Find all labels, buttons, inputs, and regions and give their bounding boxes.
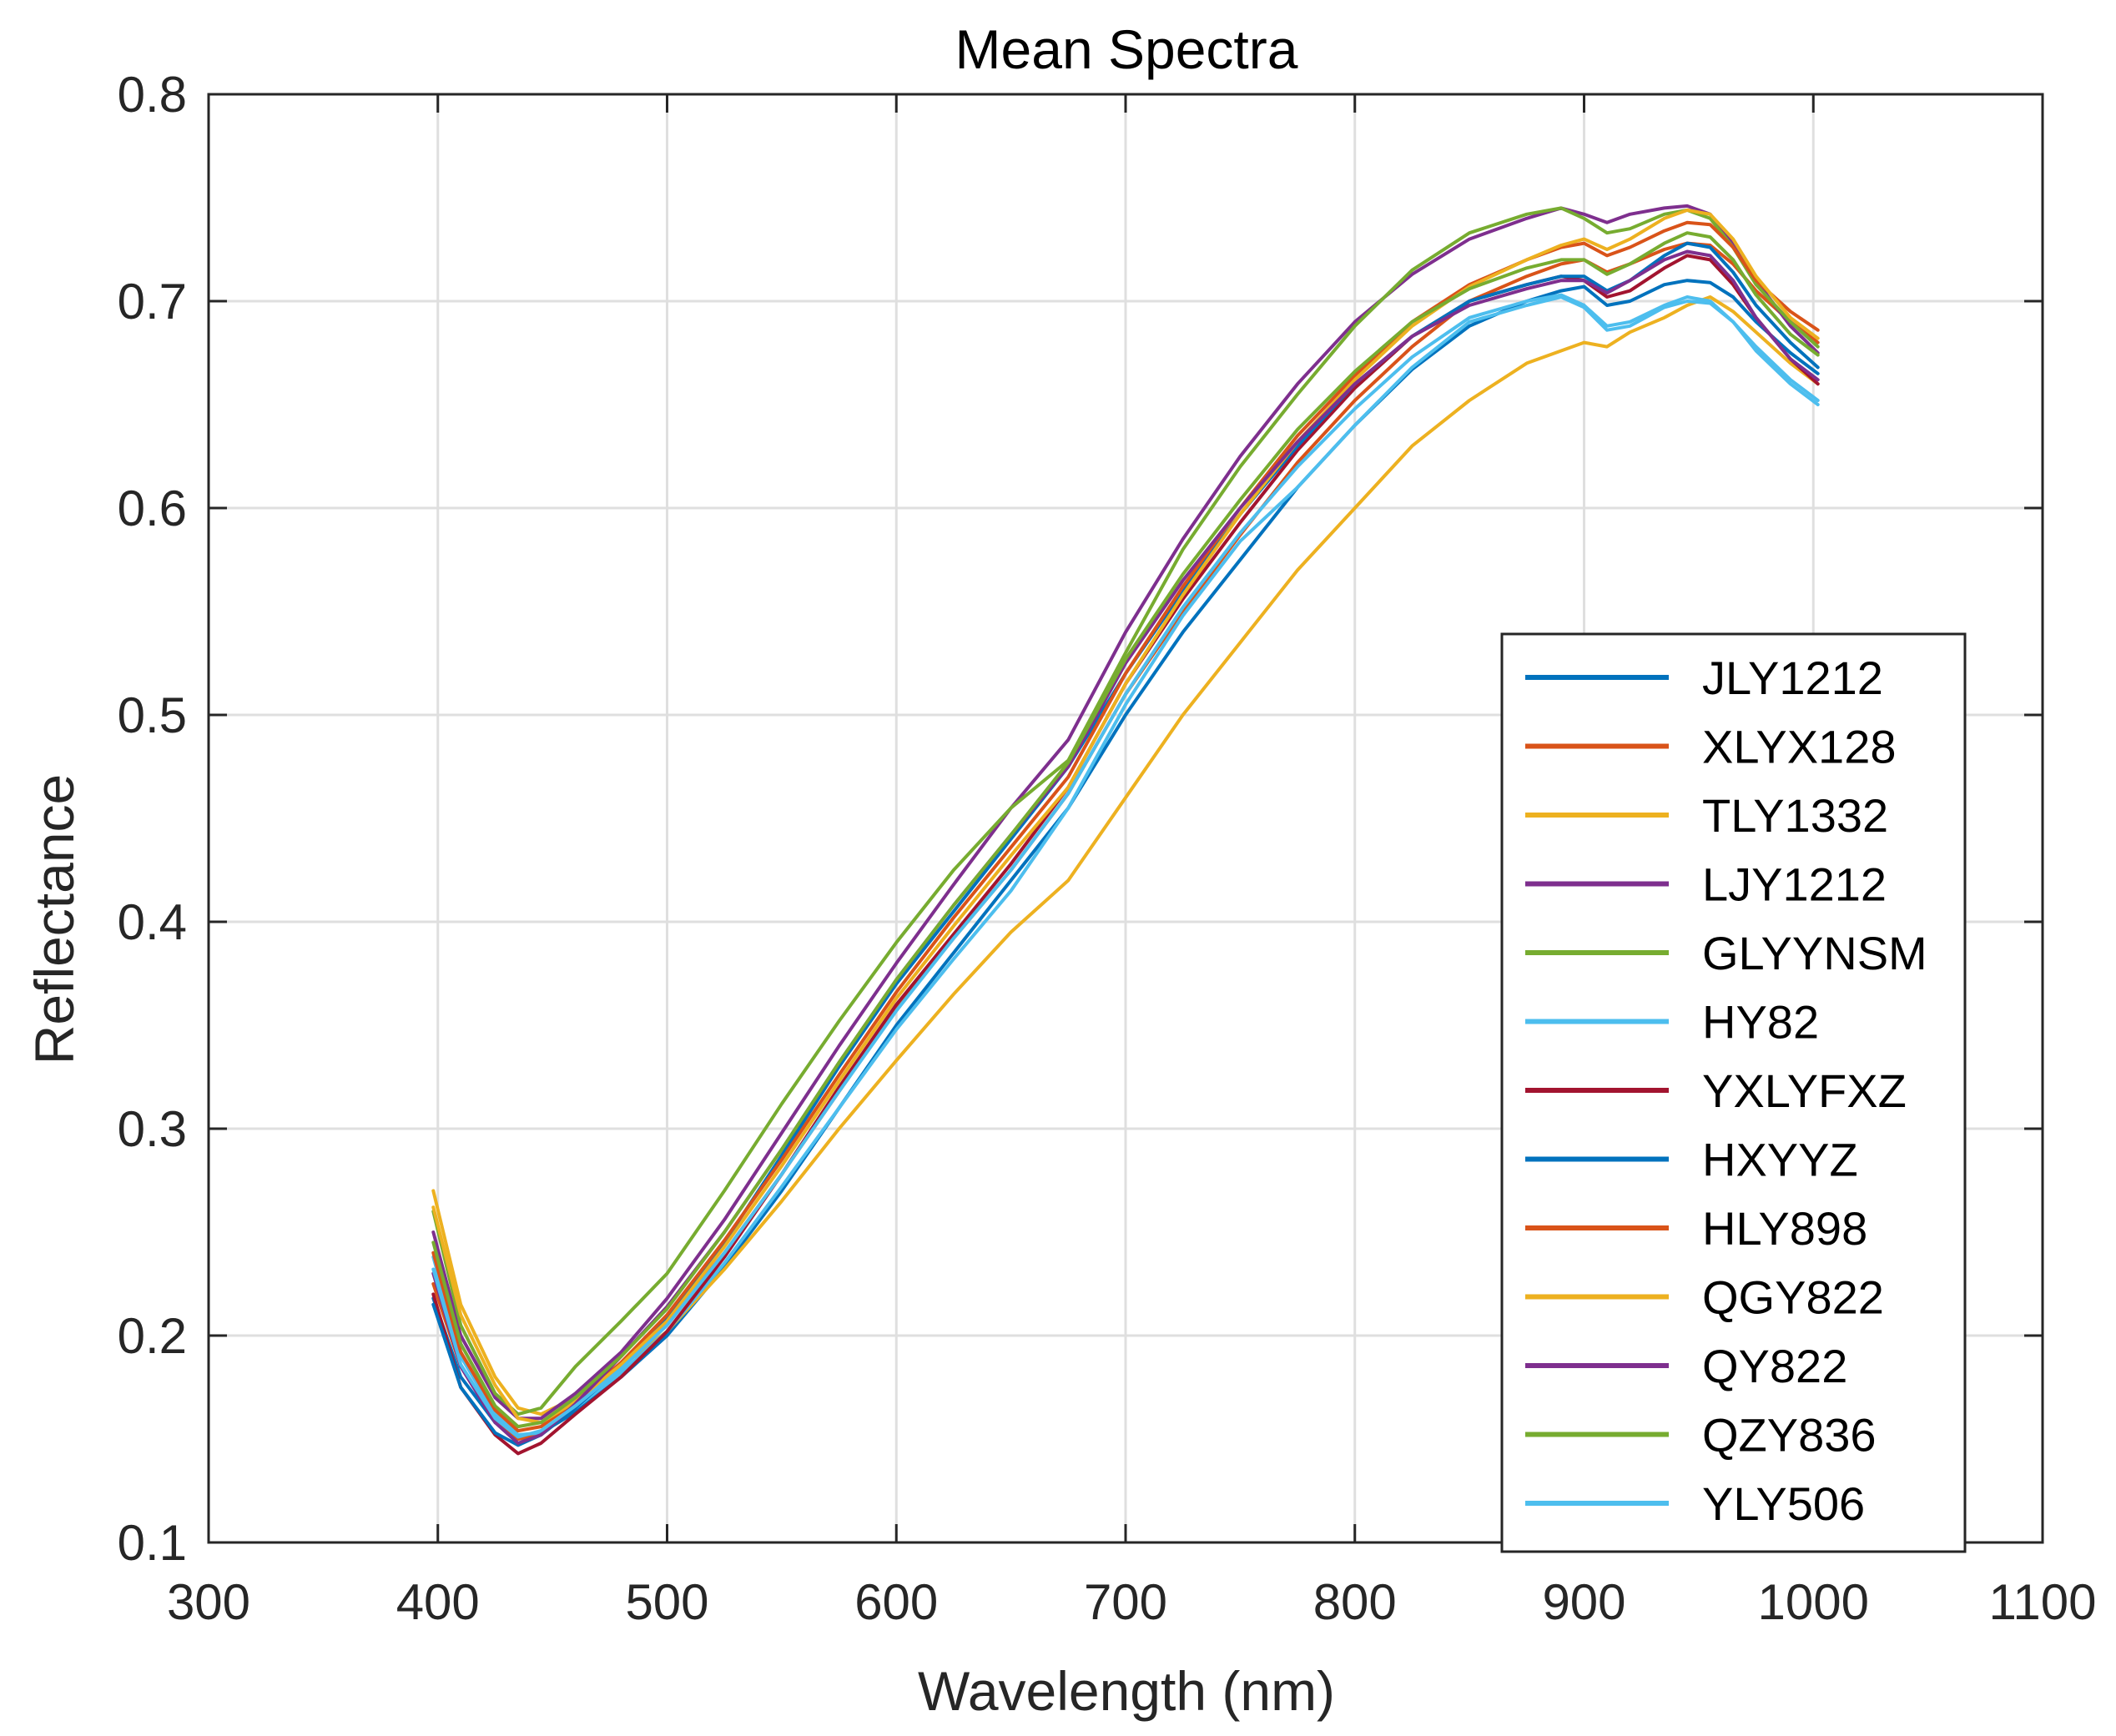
y-tick-label: 0.1 [118,1515,187,1571]
x-tick-label: 300 [167,1574,250,1630]
series-line-qgy822 [431,208,1820,1425]
series-lines [431,204,1820,1456]
legend-label: TLY1332 [1702,789,1888,842]
x-tick-label: 1100 [1988,1574,2096,1630]
series-line-yxlyfxz [431,254,1820,1456]
tick-labels: 300 400 500 600 700 800 900 1000 1100 0.1 0.2 0.3 0.… [118,67,2097,1630]
series-line-yly506 [431,293,1820,1439]
legend-label: LJY1212 [1702,858,1887,911]
chart-title: Mean Spectra [955,18,1298,80]
legend-label: YLY506 [1702,1477,1865,1530]
y-tick-label: 0.5 [118,687,187,743]
x-tick-label: 800 [1313,1574,1397,1630]
legend-label: QZY836 [1702,1409,1877,1462]
series-line-qy822 [431,249,1820,1445]
y-tick-label: 0.8 [118,67,187,123]
series-line-glyynsm [431,206,1820,1416]
x-axis-label: Wavelength (nm) [918,1660,1335,1722]
series-line-qzy836 [431,231,1820,1429]
legend-label: XLYX128 [1702,721,1896,773]
legend-label: HXYYZ [1702,1134,1858,1186]
x-tick-label: 700 [1084,1574,1167,1630]
legend-label: QGY822 [1702,1271,1884,1324]
y-axis-label: Reflectance [23,774,85,1065]
legend-label: HLY898 [1702,1202,1867,1255]
y-tick-label: 0.6 [118,481,187,536]
series-line-hy82 [431,295,1820,1437]
x-tick-label: 900 [1542,1574,1625,1630]
y-tick-label: 0.3 [118,1101,187,1157]
legend: JLY1212 XLYX128 TLY1332 LJY1212 GLYYNSM HY82 Y… [1500,632,1967,1553]
legend-label: QY822 [1702,1340,1847,1392]
y-tick-label: 0.7 [118,274,187,330]
y-tick-label: 0.2 [118,1308,187,1364]
x-tick-label: 1000 [1758,1574,1869,1630]
legend-label: YXLYFXZ [1702,1064,1907,1117]
x-tick-label: 500 [625,1574,708,1630]
series-line-ljy1212 [431,204,1820,1421]
y-tick-label: 0.4 [118,894,187,950]
legend-label: GLYYNSM [1702,927,1927,979]
legend-label: JLY1212 [1702,652,1883,704]
x-tick-label: 600 [854,1574,938,1630]
legend-label: HY82 [1702,996,1819,1049]
x-tick-label: 400 [396,1574,480,1630]
